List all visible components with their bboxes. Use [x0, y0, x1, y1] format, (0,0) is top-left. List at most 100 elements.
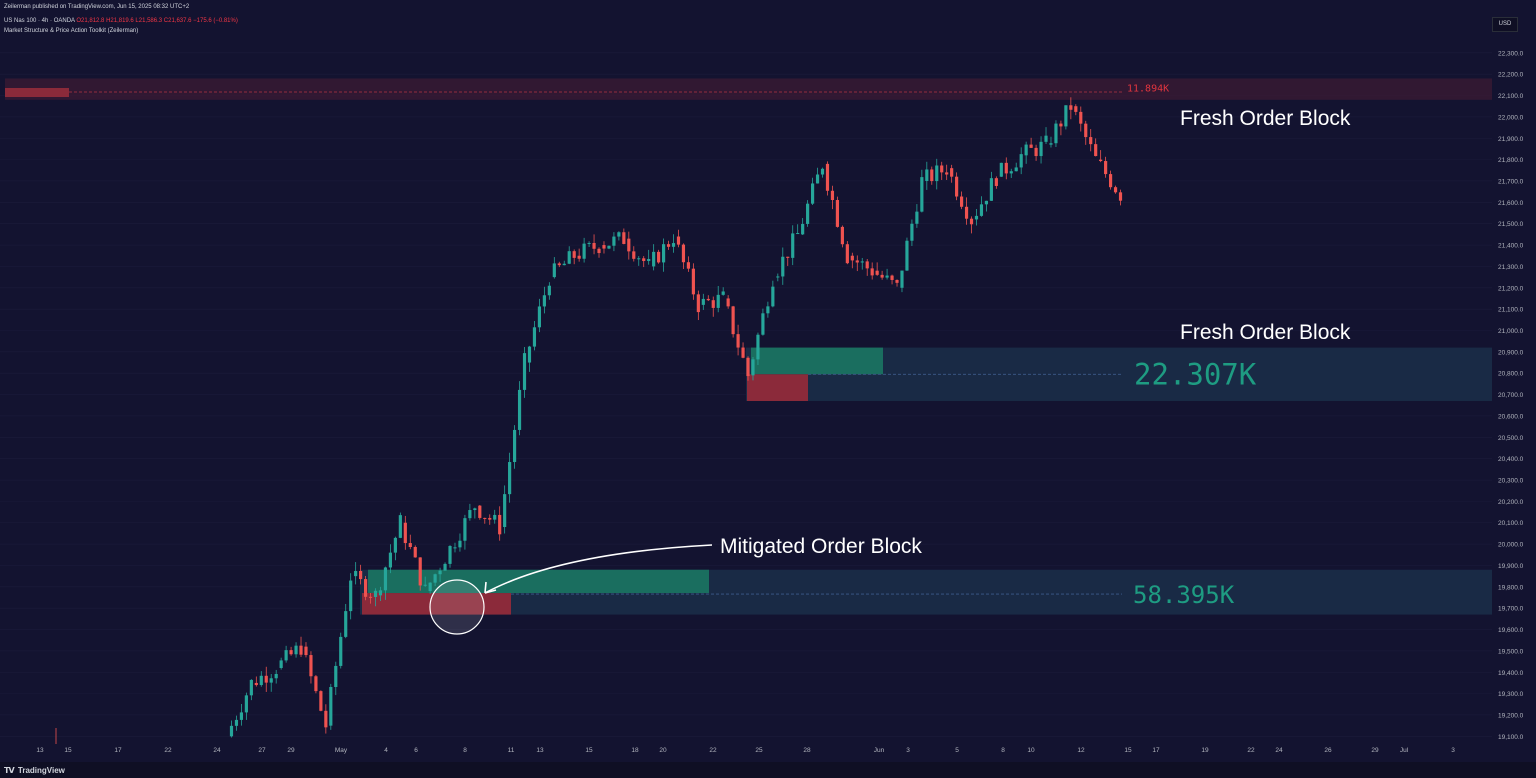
price-axis[interactable]: 22,300.0 22,200.0 22,100.0 22,000.0 21,900.0…	[1492, 0, 1536, 760]
candle-body	[413, 546, 417, 558]
price-axis-bg	[1492, 0, 1536, 760]
candle-body	[299, 645, 303, 655]
candle-body	[885, 275, 889, 278]
price-tick-label: 22,000.0	[1498, 114, 1524, 121]
candle-body	[1004, 162, 1008, 174]
candle-body	[478, 505, 482, 518]
annotation-mitigated-order-block: Mitigated Order Block	[720, 535, 922, 558]
candle-body	[895, 279, 899, 283]
candle-body	[766, 306, 770, 314]
candle-body	[522, 353, 527, 390]
candle-body	[657, 251, 661, 263]
low-bull-block	[368, 569, 709, 594]
candle-body	[622, 232, 626, 244]
time-tick-label: 22	[709, 747, 717, 754]
candle-body	[676, 236, 681, 245]
candle-body	[1019, 154, 1023, 168]
candle-body	[820, 168, 825, 175]
time-tick-label: 10	[1027, 747, 1035, 754]
candle-body	[473, 508, 477, 511]
candle-body	[234, 719, 239, 726]
candle-body	[304, 646, 308, 656]
time-tick-label: 26	[1324, 747, 1332, 754]
candle-body	[527, 346, 532, 363]
price-tick-label: 20,100.0	[1498, 520, 1524, 527]
candle-body	[567, 251, 571, 264]
candle-body	[443, 563, 447, 571]
candle-body	[562, 263, 566, 266]
candle-body	[294, 645, 298, 655]
price-tick-label: 21,300.0	[1498, 264, 1524, 271]
candle-body	[920, 177, 924, 212]
candle-body	[542, 295, 546, 307]
candle-body	[726, 298, 730, 307]
candle-body	[1079, 111, 1083, 124]
candle-body	[1009, 171, 1013, 174]
candle-body	[1094, 144, 1098, 157]
candle-body	[592, 242, 596, 249]
candle-body	[249, 679, 253, 696]
time-axis[interactable]: 13 15 17 22 24 27 29 May 4 6 8 11 13 15 18 20 22 25 28 Jun 3…	[0, 744, 1492, 760]
candle-body	[830, 190, 835, 201]
tradingview-brand[interactable]: 𝗧𝗩 TradingView	[4, 766, 65, 775]
callout-arrowhead	[484, 581, 497, 594]
candle-body	[254, 682, 258, 686]
callout-arrow	[484, 544, 713, 594]
candle-body	[741, 347, 745, 358]
mitigation-highlight-circle	[429, 579, 485, 635]
candle-body	[840, 226, 844, 245]
low-block-volume-label: 58.395K	[1133, 581, 1235, 609]
candle-body	[279, 660, 283, 668]
candle-body	[319, 691, 323, 711]
candle-body	[716, 294, 720, 308]
time-axis-bg	[0, 744, 1492, 760]
candle-body	[642, 258, 646, 262]
candle-body	[781, 256, 785, 277]
candle-body	[791, 233, 795, 258]
candle-body	[433, 574, 437, 583]
candle-body	[950, 168, 954, 177]
candle-body	[274, 673, 278, 679]
candle-body	[1069, 105, 1073, 110]
candle-body	[835, 200, 840, 227]
price-tick-label: 19,400.0	[1498, 670, 1524, 677]
candle-body	[865, 261, 869, 269]
candle-body	[577, 255, 581, 259]
candle-body	[418, 557, 422, 586]
candle-body	[1118, 192, 1123, 201]
annotation-fresh-order-block-mid: Fresh Order Block	[1180, 321, 1351, 344]
candle-body	[855, 260, 859, 263]
candle-body	[1104, 161, 1108, 175]
candle-body	[458, 540, 462, 548]
price-tick-label: 21,700.0	[1498, 178, 1524, 185]
candle-body	[900, 270, 904, 288]
candle-body	[423, 584, 427, 586]
candle-body	[314, 676, 318, 692]
candle-body	[428, 582, 432, 592]
candle-body	[463, 518, 467, 541]
mid-bull-block	[751, 347, 883, 375]
indicator-name[interactable]: Market Structure & Price Action Toolkit …	[4, 28, 139, 34]
candle-body	[493, 514, 497, 520]
candle-body	[890, 275, 894, 280]
candle-body	[547, 285, 551, 296]
currency-badge[interactable]: USD	[1492, 17, 1518, 32]
time-tick-label: May	[335, 747, 348, 754]
candle-body	[701, 298, 705, 305]
candle-body	[398, 515, 402, 538]
time-tick-label: 24	[1275, 747, 1283, 754]
candle-body	[403, 522, 407, 544]
candle-body	[979, 204, 984, 216]
time-tick-label: 27	[258, 747, 266, 754]
candle-body	[691, 268, 695, 295]
candle-body	[582, 243, 586, 259]
time-tick-label: 29	[1371, 747, 1379, 754]
candle-body	[935, 165, 939, 182]
price-tick-label: 20,300.0	[1498, 478, 1524, 485]
candle-body	[850, 255, 854, 261]
candle-body	[438, 570, 442, 575]
candle-body	[373, 590, 378, 597]
candle-body	[637, 258, 641, 260]
candle-body	[632, 251, 636, 259]
